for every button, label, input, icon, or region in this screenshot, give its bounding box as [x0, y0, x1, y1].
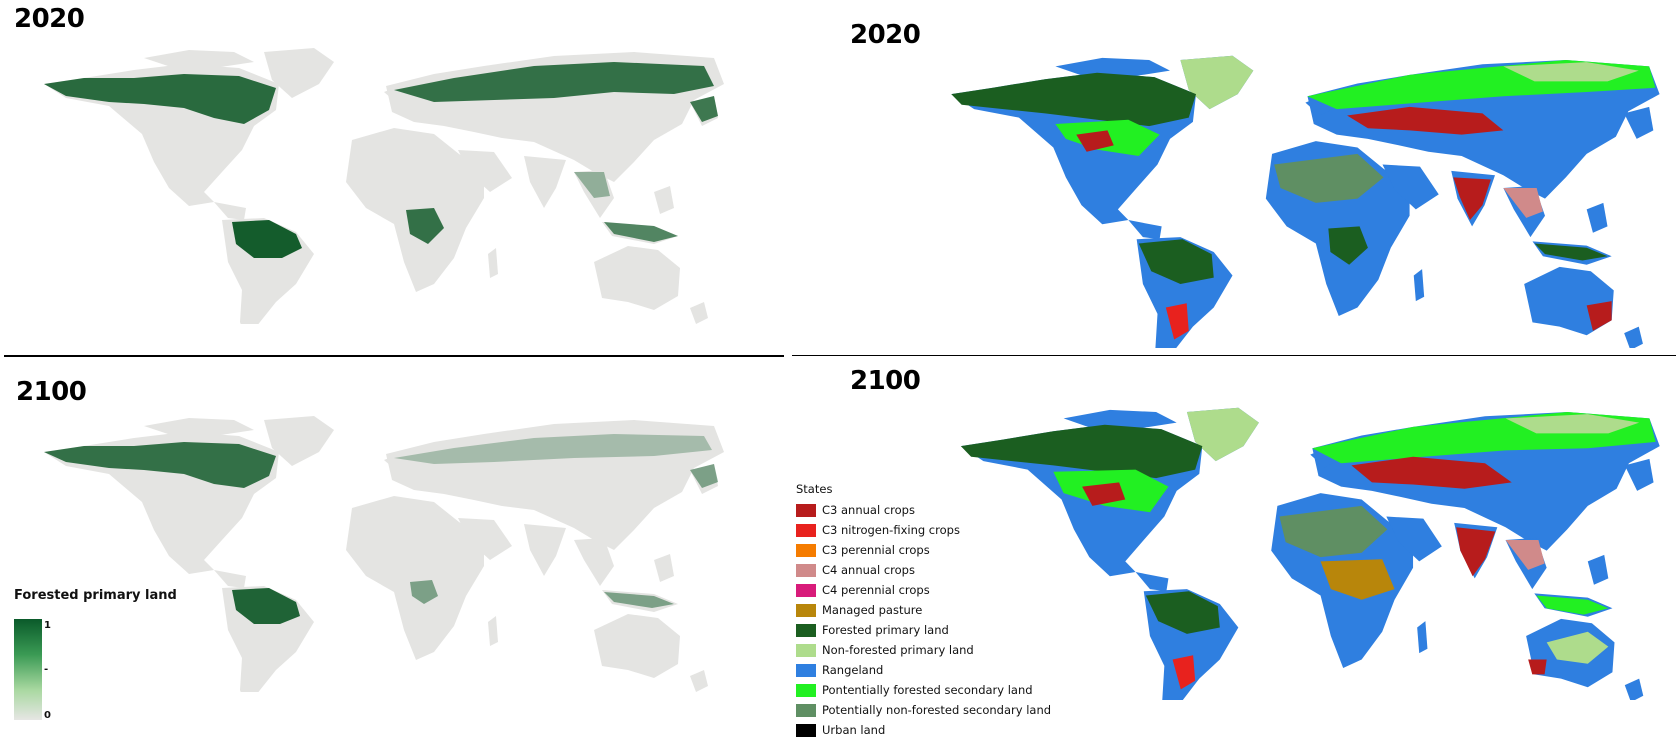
colorbar-tick-min: 0 [44, 710, 51, 721]
legend-label: Pontentially forested secondary land [822, 683, 1033, 697]
legend-label: C3 annual crops [822, 503, 915, 517]
panel-divider-left [4, 355, 784, 357]
legend-item: Urban land [796, 720, 1051, 740]
year-label-top-left: 2020 [14, 4, 85, 34]
panel-divider-right [792, 355, 1676, 356]
year-label-bottom-left: 2100 [16, 377, 87, 407]
year-label-bottom-right: 2100 [850, 366, 921, 396]
legend-items: C3 annual crops C3 nitrogen-fixing crops C… [796, 500, 1051, 740]
world-map-states-2020 [951, 55, 1660, 348]
legend-label: Non-forested primary land [822, 643, 974, 657]
world-map-forest-2020 [44, 48, 724, 324]
legend-label: Potentially non-forested secondary land [822, 703, 1052, 717]
world-map-forest-2100 [44, 416, 724, 692]
states-layer-2100 [960, 407, 1656, 690]
colorbar-tick-mid: - [44, 664, 49, 675]
legend-item: C3 annual crops [796, 500, 1051, 520]
legend-item: Non-forested primary land [796, 640, 1051, 660]
legend-item: Managed pasture [796, 600, 1051, 620]
legend-item: Pontentially forested secondary land [796, 680, 1051, 700]
legend-swatch [796, 623, 816, 637]
legend-item: C3 perennial crops [796, 540, 1051, 560]
legend-swatch [796, 703, 816, 717]
legend-swatch [796, 503, 816, 517]
legend-swatch [796, 663, 816, 677]
legend-swatch [796, 643, 816, 657]
legend-swatch [796, 723, 816, 737]
legend-item: Rangeland [796, 660, 1051, 680]
legend-label: C3 perennial crops [822, 543, 930, 557]
legend-item: C4 perennial crops [796, 580, 1051, 600]
legend-item: Forested primary land [796, 620, 1051, 640]
legend-item: C4 annual crops [796, 560, 1051, 580]
states-layer-2020 [951, 55, 1656, 340]
forest-density-layer-2020 [44, 62, 718, 258]
legend-label: Managed pasture [822, 603, 923, 617]
legend-swatch [796, 603, 816, 617]
legend-label: Forested primary land [822, 623, 949, 637]
legend-swatch [796, 683, 816, 697]
colorbar-tick-max: 1 [44, 620, 51, 631]
forest-density-layer-2100 [44, 434, 718, 624]
legend-label: Rangeland [822, 663, 884, 677]
legend-swatch [796, 523, 816, 537]
colorbar-title: Forested primary land [14, 588, 177, 603]
legend-label: C3 nitrogen-fixing crops [822, 523, 960, 537]
legend-label: Urban land [822, 723, 886, 737]
legend-item: C3 nitrogen-fixing crops [796, 520, 1051, 540]
legend-label: C4 annual crops [822, 563, 915, 577]
legend-item: Potentially non-forested secondary land [796, 700, 1051, 720]
legend-swatch [796, 583, 816, 597]
legend-label: C4 perennial crops [822, 583, 930, 597]
states-legend: States C3 annual crops C3 nitrogen-fixing… [796, 482, 1051, 740]
legend-title: States [796, 482, 833, 496]
legend-swatch [796, 563, 816, 577]
colorbar-gradient [14, 619, 42, 720]
year-label-top-right: 2020 [850, 20, 921, 50]
legend-swatch [796, 543, 816, 557]
world-map-states-2100 [960, 407, 1660, 700]
